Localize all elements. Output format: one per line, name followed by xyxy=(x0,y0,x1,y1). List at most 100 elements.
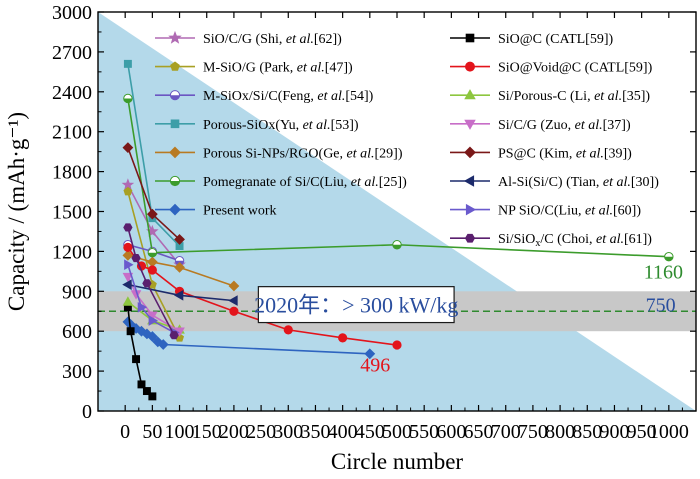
legend-label-part: [29]) xyxy=(375,146,403,161)
data-point xyxy=(174,261,185,273)
legend-swatch-marker xyxy=(464,146,476,159)
marker-half xyxy=(170,95,180,100)
marker-half xyxy=(170,181,180,186)
series-15 xyxy=(123,223,179,340)
legend-item-3: M-SiOx/Si/C(Feng, et al.[54]) xyxy=(155,89,374,104)
legend-label: SiO@C (CATL[59]) xyxy=(498,32,614,47)
x-tick-label: 100 xyxy=(165,421,195,443)
legend-swatch-marker xyxy=(463,175,475,187)
data-point xyxy=(123,223,133,232)
data-point xyxy=(174,234,185,245)
x-tick-label: 600 xyxy=(436,421,466,443)
legend-label: Si/SiOx/C (Choi, et al.[61]) xyxy=(498,232,652,249)
x-tick-label: 250 xyxy=(246,421,276,443)
legend-label-part: [25]) xyxy=(379,175,407,190)
legend-label-part: Porous Si-NPs/RGO(Ge, xyxy=(203,146,347,161)
x-tick-label: 550 xyxy=(409,421,439,443)
y-tick-label: 0 xyxy=(82,401,92,423)
data-point xyxy=(392,240,402,250)
legend-label-part: Present work xyxy=(203,204,277,219)
legend-label-part: [39]) xyxy=(604,146,632,161)
x-tick-label: 0 xyxy=(120,421,130,443)
annotation-3: 496 xyxy=(360,354,390,376)
legend-item-15: Si/SiOx/C (Choi, et al.[61]) xyxy=(450,232,652,249)
legend-label: M-SiO/G (Park, et al.[47]) xyxy=(203,61,353,76)
series-line xyxy=(127,264,175,334)
legend-label: Al-Si(Si/C) (Tian, et al.[30]) xyxy=(498,175,659,190)
legend-swatch-marker xyxy=(464,233,476,243)
legend-label-part: Si/C/G (Zuo, xyxy=(498,118,575,133)
legend-label-part: [62]) xyxy=(314,32,342,47)
x-tick-label: 1000 xyxy=(649,421,689,443)
data-point xyxy=(148,392,157,401)
data-point xyxy=(169,331,179,340)
x-tick-label: 50 xyxy=(142,421,162,443)
data-point xyxy=(392,340,402,350)
x-tick-label: 850 xyxy=(572,421,602,443)
data-point xyxy=(338,333,348,343)
legend-swatch-marker xyxy=(170,61,180,71)
x-tick-label: 500 xyxy=(382,421,412,443)
x-tick-label: 950 xyxy=(627,421,657,443)
legend-label-part: et al. xyxy=(317,89,345,104)
legend-item-14: NP SiO/C(Liu, et al.[60]) xyxy=(450,204,641,219)
data-point xyxy=(122,279,132,290)
legend-label-part: SiO/C/G (Shi, xyxy=(203,32,286,47)
data-point xyxy=(126,327,135,336)
series-line xyxy=(127,227,175,336)
legend-swatch-marker xyxy=(170,119,180,129)
legend-label-part: et al. xyxy=(585,204,613,219)
legend-item-12: PS@C (Kim, et al.[39]) xyxy=(450,146,632,161)
data-point xyxy=(141,328,153,340)
data-point xyxy=(123,93,133,104)
data-point xyxy=(228,280,240,292)
data-point xyxy=(229,306,239,316)
data-point xyxy=(131,254,141,263)
legend-label-part: Porous-SiOx(Yu, xyxy=(203,118,303,133)
legend-label-part: et al. xyxy=(351,175,379,190)
legend-label-part: et al. xyxy=(575,118,603,133)
legend-item-10: Si/Porous-C (Li, et al.[35]) xyxy=(450,89,650,104)
legend-label-part: [47]) xyxy=(325,61,353,76)
legend-label-part: Al-Si(Si/C) (Tian, xyxy=(498,175,603,190)
x-tick-label: 300 xyxy=(273,421,303,443)
legend-label: Pomegranate of Si/C(Liu, et al.[25]) xyxy=(203,175,407,190)
legend-label-part: et al. xyxy=(603,175,631,190)
legend-label-part: Si/Porous-C (Li, xyxy=(498,89,594,104)
legend-label: Porous Si-NPs/RGO(Ge, et al.[29]) xyxy=(203,146,403,161)
x-tick-label: 400 xyxy=(328,421,358,443)
x-tick-label: 750 xyxy=(518,421,548,443)
banner: 2020年：> 300 kW/kg xyxy=(254,286,458,324)
data-point xyxy=(122,142,134,154)
data-point xyxy=(157,339,169,350)
data-point xyxy=(132,355,141,364)
legend-swatch-marker xyxy=(464,61,475,72)
data-point xyxy=(142,279,152,288)
series-6 xyxy=(123,93,674,262)
legend-label-part: /C (Choi, xyxy=(540,232,596,247)
y-tick-label: 2400 xyxy=(52,82,92,104)
series-8 xyxy=(123,303,157,401)
data-point xyxy=(123,186,133,196)
legend-label-part: [61]) xyxy=(624,232,652,247)
legend-label-part: M-SiOx/Si/C(Feng, xyxy=(203,89,317,104)
x-tick-label: 200 xyxy=(219,421,249,443)
legend-item-11: Si/C/G (Zuo, et al.[37]) xyxy=(450,118,631,133)
legend-label-part: NP SiO/C(Liu, xyxy=(498,204,585,219)
legend-label: Porous-SiOx(Yu, et al.[53]) xyxy=(203,118,359,133)
legend-label-part: et al. xyxy=(286,32,314,47)
legend-item-13: Al-Si(Si/C) (Tian, et al.[30]) xyxy=(450,175,659,190)
x-tick-label: 650 xyxy=(464,421,494,443)
legend-label: PS@C (Kim, et al.[39]) xyxy=(498,146,632,161)
legend-item-4: Porous-SiOx(Yu, et al.[53]) xyxy=(155,118,359,133)
legend-swatch-marker xyxy=(465,203,477,216)
y-tick-label: 2700 xyxy=(52,42,92,64)
legend-swatch-marker xyxy=(169,203,181,216)
data-point xyxy=(148,315,159,326)
legend-label: Present work xyxy=(203,204,277,219)
data-point xyxy=(147,265,157,275)
data-point xyxy=(283,325,293,335)
